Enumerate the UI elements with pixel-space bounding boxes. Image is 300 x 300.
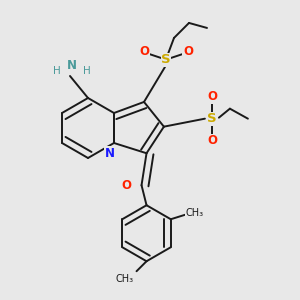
Text: CH₃: CH₃ — [186, 208, 204, 218]
Text: H: H — [83, 66, 91, 76]
Text: O: O — [139, 45, 149, 58]
Text: O: O — [207, 134, 217, 147]
Text: H: H — [53, 66, 61, 76]
Text: O: O — [122, 179, 131, 192]
Text: CH₃: CH₃ — [116, 274, 134, 284]
Text: O: O — [183, 45, 193, 58]
Text: N: N — [105, 146, 115, 160]
Text: S: S — [161, 53, 171, 66]
Text: O: O — [207, 90, 217, 103]
Text: N: N — [67, 59, 77, 73]
Text: S: S — [207, 112, 217, 125]
